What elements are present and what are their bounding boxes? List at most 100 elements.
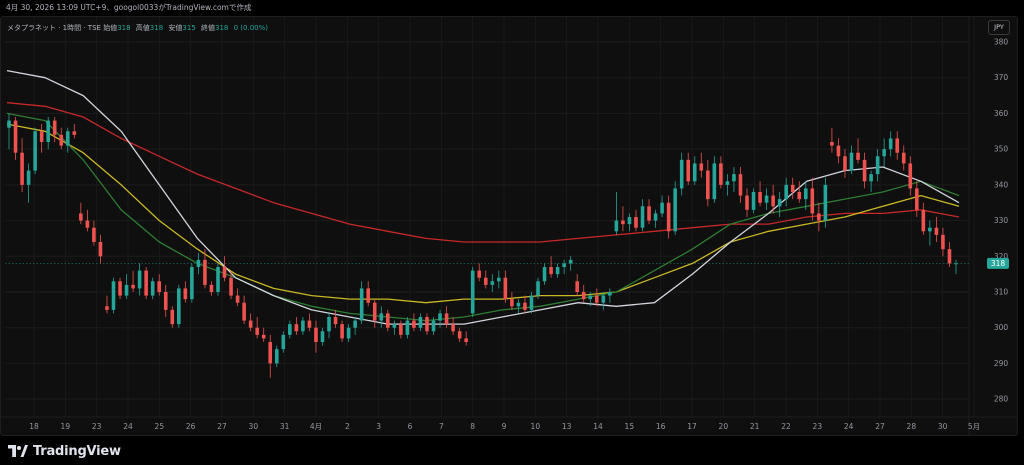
candle-body — [203, 259, 207, 285]
candle-body — [875, 156, 880, 175]
candle-body — [941, 234, 945, 250]
candle-body — [849, 152, 854, 171]
chart-panel[interactable]: メタプラネット · 1時間 · TSE 始値318 高値318 安値315 終値… — [0, 16, 1018, 436]
candle-body — [562, 263, 566, 267]
candle-body — [908, 163, 913, 189]
candle-body — [209, 284, 214, 292]
candle-body — [281, 334, 286, 350]
candle-body — [183, 288, 188, 300]
time-tick-label: 16 — [656, 422, 666, 431]
candle-body — [46, 120, 50, 142]
candle-body — [803, 188, 808, 200]
chart-caption: 4月 30, 2026 13:09 UTC+9、googol0033がTradi… — [0, 0, 1024, 16]
currency-button[interactable]: JPY — [988, 20, 1010, 35]
time-tick-label: 13 — [562, 422, 572, 431]
candle-body — [797, 192, 802, 200]
time-tick-label: 2 — [345, 422, 350, 431]
candle-body — [150, 281, 155, 296]
candle-body — [608, 292, 612, 296]
candle-body — [412, 320, 416, 328]
candle-body — [738, 174, 743, 196]
candle-body — [85, 220, 90, 228]
price-tick-label: 340 — [994, 180, 1009, 189]
candle-body — [862, 159, 867, 182]
candle-body — [392, 324, 397, 328]
candle-body — [771, 195, 775, 207]
time-tick-label: 4月 — [310, 422, 322, 431]
candle-body — [39, 131, 44, 142]
candle-body — [516, 302, 521, 307]
candle-body — [124, 284, 129, 296]
candle-body — [26, 170, 31, 185]
candle-body — [660, 202, 664, 214]
tradingview-logo[interactable]: TradingView — [8, 442, 121, 460]
candle-body — [65, 131, 70, 146]
candle-body — [438, 313, 442, 321]
time-tick-label: 25 — [155, 422, 165, 431]
candle-body — [79, 213, 83, 221]
time-tick-label: 27 — [875, 422, 885, 431]
close-label: 終値 — [201, 24, 216, 32]
candle-body — [751, 192, 756, 210]
price-tick-label: 330 — [994, 216, 1009, 225]
time-tick-label: 15 — [625, 422, 635, 431]
time-tick-label: 24 — [123, 422, 133, 431]
candle-body — [954, 263, 958, 265]
candle-body — [673, 188, 677, 232]
candle-body — [895, 138, 900, 153]
candle-body — [523, 302, 527, 310]
candle-body — [934, 227, 939, 235]
candle-body — [653, 213, 658, 221]
time-tick-label: 6 — [408, 422, 413, 431]
candle-body — [732, 174, 736, 182]
candle-body — [98, 242, 103, 257]
candle-body — [706, 170, 710, 200]
open-label: 始値 — [103, 24, 118, 32]
candle-body — [621, 220, 625, 225]
candle-body — [425, 317, 429, 332]
candle-body — [222, 267, 227, 278]
candle-body — [353, 320, 357, 328]
candle-body — [712, 163, 717, 200]
candle-body — [529, 295, 534, 310]
candle-body — [921, 209, 926, 232]
time-tick-label: 7 — [439, 422, 444, 431]
time-tick-label: 14 — [593, 422, 603, 431]
time-tick-label: 28 — [907, 422, 917, 431]
candle-body — [399, 324, 403, 335]
time-tick-label: 22 — [781, 422, 791, 431]
candle-body — [457, 331, 462, 339]
time-tick-label: 9 — [502, 422, 507, 431]
candle-body — [13, 120, 18, 153]
candle-body — [823, 184, 828, 221]
candle-body — [581, 292, 586, 300]
candle-body — [190, 267, 194, 300]
candle-body — [784, 184, 788, 200]
candle-body — [901, 152, 906, 164]
last-price-badge — [987, 257, 1009, 269]
candle-body — [7, 120, 11, 128]
candle-body — [536, 281, 540, 296]
candle-body — [333, 317, 338, 325]
price-tick-label: 290 — [994, 359, 1009, 368]
candle-body — [346, 327, 351, 339]
candle-body — [327, 317, 331, 332]
time-tick-label: 23 — [813, 422, 823, 431]
candle-body — [817, 213, 821, 221]
candle-body — [340, 324, 344, 339]
price-tick-label: 350 — [994, 145, 1009, 154]
candle-body — [686, 159, 691, 182]
candle-body — [830, 142, 834, 146]
symbol-legend: メタプラネット · 1時間 · TSE 始値318 高値318 安値315 終値… — [7, 23, 268, 33]
candle-body — [640, 206, 645, 228]
candle-body — [52, 120, 57, 135]
time-tick-label: 10 — [531, 422, 541, 431]
candle-body — [177, 288, 181, 325]
candle-body — [745, 195, 749, 210]
candle-body — [692, 163, 697, 182]
symbol-title[interactable]: メタプラネット · 1時間 · TSE — [7, 24, 101, 32]
time-tick-label: 18 — [29, 422, 39, 431]
high-label: 高値 — [135, 24, 150, 32]
time-tick-label: 17 — [687, 422, 697, 431]
